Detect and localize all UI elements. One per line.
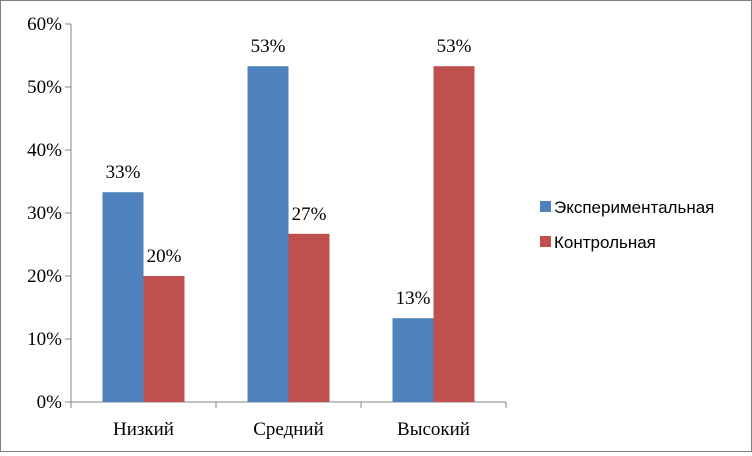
y-tick-label: 10%: [27, 329, 62, 350]
x-tick-label: Низкий: [113, 419, 174, 440]
legend-swatch: [540, 236, 551, 247]
bar: [247, 66, 289, 403]
y-tick-label: 60%: [27, 14, 62, 35]
legend-label: Контрольная: [554, 233, 656, 252]
y-tick-label: 30%: [27, 203, 62, 224]
bar: [392, 318, 434, 402]
y-tick-label: 20%: [27, 266, 62, 287]
data-label: 13%: [396, 288, 431, 309]
legend-label: Экспериментальная: [554, 198, 714, 217]
y-tick-label: 0%: [37, 392, 63, 413]
legend: Экспериментальная Контрольная: [540, 198, 714, 252]
bars: [102, 66, 475, 403]
data-label: 33%: [106, 162, 141, 183]
x-tick-label: Высокий: [397, 419, 470, 440]
bar: [433, 66, 475, 403]
x-tick-label: Средний: [253, 419, 324, 440]
data-label: 53%: [437, 36, 472, 57]
data-label: 27%: [292, 204, 327, 225]
data-label: 53%: [251, 36, 286, 57]
data-label: 20%: [147, 246, 182, 267]
bar: [143, 276, 185, 402]
labels: 33% 53% 13% 20% 27% 53%: [106, 36, 472, 309]
bar: [102, 192, 144, 402]
axes: 0% 10% 20% 30% 40% 50% 60% Низкий Средний Высокий: [27, 14, 507, 440]
legend-swatch: [540, 201, 551, 212]
bar: [288, 233, 330, 402]
y-tick-label: 40%: [27, 140, 62, 161]
y-tick-label: 50%: [27, 77, 62, 98]
